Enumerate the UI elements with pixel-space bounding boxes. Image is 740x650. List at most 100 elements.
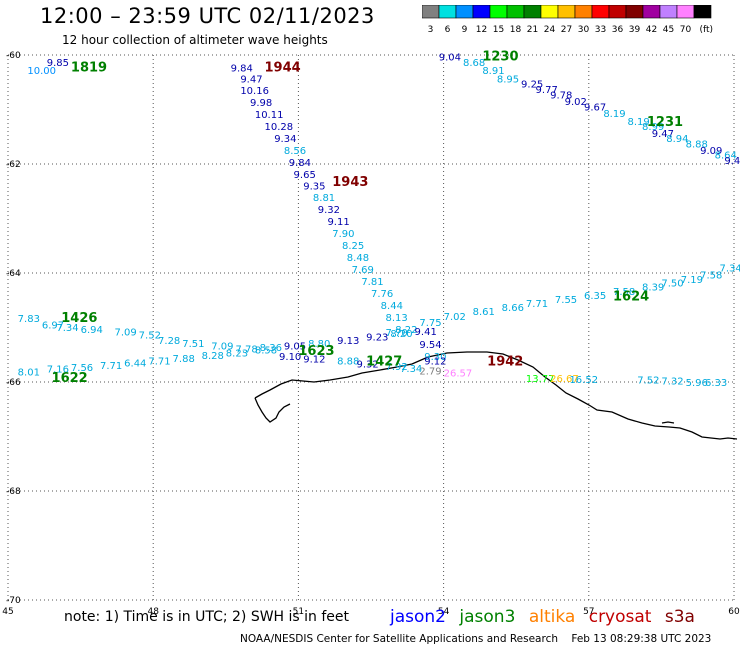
wave-height-value: 9.47 — [240, 74, 262, 85]
wave-height-value: 9.32 — [318, 205, 340, 216]
track-time-label: 1942 — [487, 355, 523, 370]
wave-height-value: 7.28 — [158, 336, 180, 347]
wave-height-value: 9.13 — [337, 336, 359, 347]
wave-height-value: 7.34 — [400, 364, 422, 375]
wave-height-value: 10.16 — [240, 86, 269, 97]
wave-height-value: 26.67 — [550, 374, 579, 385]
wave-height-value: 9.05 — [284, 341, 306, 352]
wave-height-value: 2.79 — [419, 366, 441, 377]
wave-height-value: 8.88 — [337, 357, 359, 368]
wave-height-value: 9.12 — [303, 354, 325, 365]
wave-height-value: 7.19 — [681, 275, 703, 286]
page-subtitle: 12 hour collection of altimeter wave hei… — [62, 33, 328, 47]
wave-height-value: 9.65 — [294, 170, 316, 181]
wave-height-value: 6.33 — [705, 378, 727, 389]
wave-height-value: 10.28 — [265, 122, 294, 133]
coastline-inlet — [254, 397, 291, 423]
wave-height-value: 16.52 — [569, 375, 598, 386]
wave-height-color-scale: 3 6 9 12 15 18 21 24 27 30 33 36 39 42 45 70 (ft) — [422, 5, 713, 35]
scale-tick-label: 24 — [544, 25, 556, 35]
wave-height-value: 8.68 — [463, 58, 485, 69]
legend-cryosat: cryosat — [588, 607, 652, 627]
latitude-tick-label: -64 — [6, 269, 21, 279]
wave-height-value: 8.81 — [313, 193, 335, 204]
wave-height-value: 9.10 — [279, 352, 301, 363]
wave-height-value: 8.80 — [308, 339, 330, 350]
wave-height-value: 7.90 — [332, 229, 354, 240]
longitude-tick-label: 57 — [583, 607, 594, 617]
wave-height-value: 7.71 — [148, 357, 170, 368]
wave-height-value: 9.02 — [565, 97, 587, 108]
scale-tick-label: 42 — [646, 25, 657, 35]
wave-height-value: 7.32 — [661, 377, 683, 388]
wave-height-value: 6.94 — [81, 325, 103, 336]
wave-height-value: 9.85 — [47, 58, 69, 69]
track-time-labels: 1819 1944 1230 1231 1943 1624 1426 1623 1427 1942… — [52, 49, 684, 386]
wave-height-value: 9.77 — [536, 85, 558, 96]
wave-height-value: 7.88 — [173, 354, 195, 365]
wave-height-value: 9.47 — [652, 129, 674, 140]
scale-tick-label: 15 — [493, 25, 504, 35]
coastline — [254, 351, 738, 440]
wave-height-value: 7.58 — [700, 270, 722, 281]
wave-height-value: 6.35 — [584, 291, 606, 302]
latitude-tick-label: -66 — [6, 378, 21, 388]
track-time-label: 1230 — [482, 49, 518, 64]
wave-height-value: 7.52 — [139, 330, 161, 341]
scale-tick-label: 3 — [428, 25, 434, 35]
wave-height-value: 7.16 — [47, 365, 69, 376]
wave-height-value: 7.71 — [100, 361, 122, 372]
wave-height-value: 7.09 — [114, 328, 136, 339]
wave-height-value: 13.77 — [526, 374, 555, 385]
wave-height-value: 7.81 — [361, 277, 383, 288]
wave-height-value: 8.91 — [482, 66, 504, 77]
wave-height-value: 6.97 — [42, 321, 64, 332]
wave-height-value: 8.88 — [686, 140, 708, 151]
track-time-label: 1944 — [265, 60, 301, 75]
wave-height-value: 7.58 — [613, 287, 635, 298]
scale-tick-label: 9 — [462, 25, 468, 35]
scale-tick-label: 21 — [527, 25, 538, 35]
scale-tick-label: 45 — [663, 25, 674, 35]
page-title: 12:00 – 23:59 UTC 02/11/2023 — [40, 4, 375, 28]
wave-height-value: 9.23 — [366, 333, 388, 344]
longitude-tick-label: 51 — [293, 607, 304, 617]
wave-height-value: 9.35 — [303, 182, 325, 193]
track-time-label: 1819 — [71, 60, 107, 75]
credit-line: NOAA/NESDIS Center for Satellite Applica… — [240, 633, 711, 645]
wave-height-value: 7.55 — [555, 295, 577, 306]
scale-tick-label: 39 — [629, 25, 641, 35]
scale-tick-label: 27 — [561, 25, 572, 35]
longitude-tick-label: 48 — [147, 607, 159, 617]
latitude-tick-label: -68 — [6, 487, 21, 497]
wave-height-value: 9.32 — [356, 359, 378, 370]
scale-tick-label: 70 — [680, 25, 692, 35]
longitude-tick-label: 45 — [2, 607, 13, 617]
track-time-label: 1427 — [366, 355, 402, 370]
wave-height-value: 7.75 — [419, 318, 441, 329]
wave-height-value: 6.44 — [124, 359, 146, 370]
track-time-label: 1622 — [52, 371, 88, 386]
scale-tick-label: 33 — [595, 25, 606, 35]
wave-height-value: 9.04 — [439, 52, 461, 63]
wave-height-value: 9.67 — [584, 103, 606, 114]
wave-height-value: 5.96 — [686, 378, 708, 389]
wave-height-value: 7.50 — [661, 279, 683, 290]
wave-height-value: 8.13 — [386, 313, 408, 324]
wave-height-value: 7.92 — [386, 362, 408, 373]
legend-jason2: jason2 — [390, 607, 446, 627]
wave-height-value: 10.11 — [255, 110, 284, 121]
wave-height-value: 7.76 — [371, 289, 393, 300]
wave-height-value: 7.69 — [352, 265, 374, 276]
wave-height-value: 8.19 — [603, 109, 625, 120]
wave-height-value: 8.36 — [260, 343, 282, 354]
wave-height-value: 8.95 — [497, 74, 519, 85]
latitude-tick-label: -62 — [6, 160, 21, 170]
satellite-legend: jason2 jason3 altika cryosat s3a — [390, 607, 703, 627]
wave-height-value: 8.48 — [347, 253, 369, 264]
wave-height-value: 7.34 — [719, 263, 740, 274]
wave-height-value: 8.28 — [202, 351, 224, 362]
wave-height-value: 8.01 — [18, 367, 40, 378]
wave-height-value: 9.84 — [289, 158, 311, 169]
